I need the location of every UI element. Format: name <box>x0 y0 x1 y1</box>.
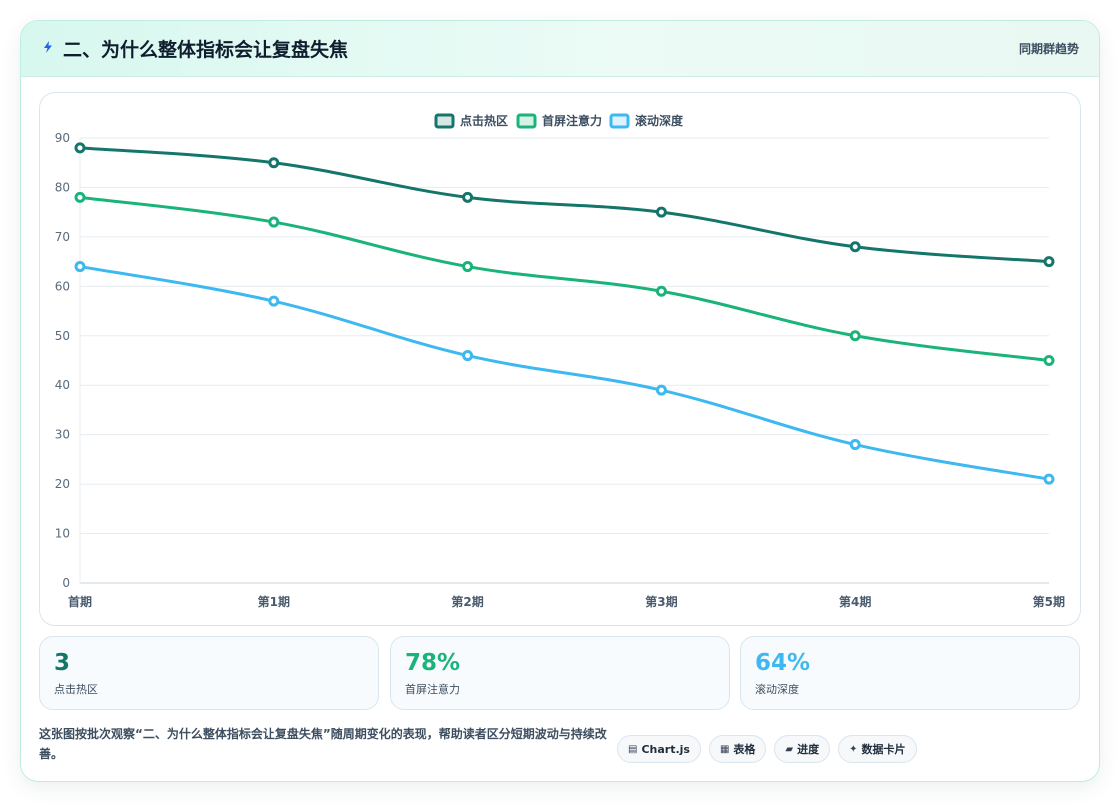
x-tick-label: 第2期 <box>451 594 483 609</box>
legend-label: 点击热区 <box>460 113 508 128</box>
y-tick-label: 60 <box>55 279 70 293</box>
y-tick-label: 40 <box>55 378 70 392</box>
y-tick-label: 10 <box>55 527 70 541</box>
y-tick-label: 90 <box>55 131 70 145</box>
data-point-1 <box>1043 355 1055 366</box>
data-point-2 <box>462 350 474 362</box>
chart-description: 这张图按批次观察“二、为什么整体指标会让复盘失焦”随周期变化的表现，帮助读者区分… <box>39 727 607 761</box>
data-point-2 <box>74 261 86 273</box>
tech-chips: ▤ Chart.js ▦ 表格 ▰ 进度 ✦ 数据卡片 <box>617 735 917 763</box>
data-point-2 <box>849 439 861 451</box>
data-point-0 <box>849 241 861 253</box>
legend-swatch <box>516 113 537 129</box>
data-point-0 <box>655 206 667 218</box>
chip-label: Chart.js <box>641 742 690 756</box>
header-tag: 同期群趋势 <box>1018 42 1079 56</box>
stat-card-1: 78% 首屏注意力 <box>390 636 730 710</box>
chip-label: 进度 <box>797 743 820 756</box>
chart-panel: 0 10 20 30 40 50 60 70 80 90 首期 第1期 第2期 第3期 第4期 第5期 点击热区… <box>39 92 1081 626</box>
footer: 这张图按批次观察“二、为什么整体指标会让复盘失焦”随周期变化的表现，帮助读者区分… <box>39 724 1081 768</box>
legend-swatch <box>609 113 630 129</box>
chip-progress[interactable]: ▰ 进度 <box>774 735 831 763</box>
sparkle-icon: ✦ <box>849 743 858 755</box>
series-line-2 <box>79 265 1050 481</box>
card-header: 二、为什么整体指标会让复盘失焦 同期群趋势 <box>21 21 1099 77</box>
stat-card-0: 3 点击热区 <box>39 636 379 710</box>
x-tick-label: 第3期 <box>645 594 677 609</box>
stat-value-2: 64% <box>755 650 811 676</box>
series-line-1 <box>79 195 1050 362</box>
line-chart: 0 10 20 30 40 50 60 70 80 90 首期 第1期 第2期 第3期 第4期 第5期 点击热区… <box>55 113 1065 609</box>
chip-label: 表格 <box>733 743 756 756</box>
legend-label: 首屏注意力 <box>542 113 602 128</box>
stat-label-0: 点击热区 <box>54 683 98 696</box>
data-point-0 <box>1043 256 1055 268</box>
data-point-2 <box>1043 473 1055 485</box>
x-tick-label: 第1期 <box>258 594 290 609</box>
x-tick-label: 第4期 <box>839 594 871 609</box>
chip-chartjs[interactable]: ▤ Chart.js <box>617 735 701 763</box>
progress-icon: ▰ <box>785 743 794 755</box>
stat-label-2: 滚动深度 <box>755 683 799 696</box>
bolt-icon <box>41 40 55 57</box>
page-title: 二、为什么整体指标会让复盘失焦 <box>63 39 349 61</box>
data-point-0 <box>74 142 86 154</box>
title-wrap: 二、为什么整体指标会让复盘失焦 <box>41 35 348 62</box>
data-point-0 <box>462 191 474 203</box>
y-tick-label: 20 <box>55 477 70 491</box>
series-line-0 <box>79 146 1050 264</box>
data-point-2 <box>268 295 280 307</box>
data-point-1 <box>462 261 474 273</box>
y-tick-label: 50 <box>55 329 70 343</box>
x-tick-label: 首期 <box>68 594 92 609</box>
chip-data-card[interactable]: ✦ 数据卡片 <box>838 735 917 763</box>
stat-card-2: 64% 滚动深度 <box>740 636 1080 710</box>
stat-value-0: 3 <box>54 650 71 676</box>
data-point-0 <box>268 157 280 169</box>
chip-label: 数据卡片 <box>861 743 906 756</box>
y-tick-label: 80 <box>55 180 70 194</box>
chart-icon: ▤ <box>628 743 638 755</box>
data-point-1 <box>268 216 280 228</box>
y-tick-label: 70 <box>55 230 70 244</box>
x-tick-label: 第5期 <box>1033 594 1065 609</box>
legend-swatch <box>434 113 455 129</box>
stats-row: 3 点击热区 78% 首屏注意力 64% 滚动深度 <box>39 636 1081 710</box>
stat-label-1: 首屏注意力 <box>405 683 460 696</box>
data-point-2 <box>655 384 667 396</box>
y-tick-label: 30 <box>55 428 70 442</box>
chip-table[interactable]: ▦ 表格 <box>708 735 767 763</box>
data-point-1 <box>655 285 667 297</box>
table-icon: ▦ <box>719 743 730 755</box>
data-point-1 <box>849 330 861 342</box>
stat-value-1: 78% <box>405 650 461 676</box>
data-point-1 <box>74 191 86 203</box>
y-tick-label: 0 <box>62 576 70 590</box>
legend-label: 滚动深度 <box>635 113 684 128</box>
